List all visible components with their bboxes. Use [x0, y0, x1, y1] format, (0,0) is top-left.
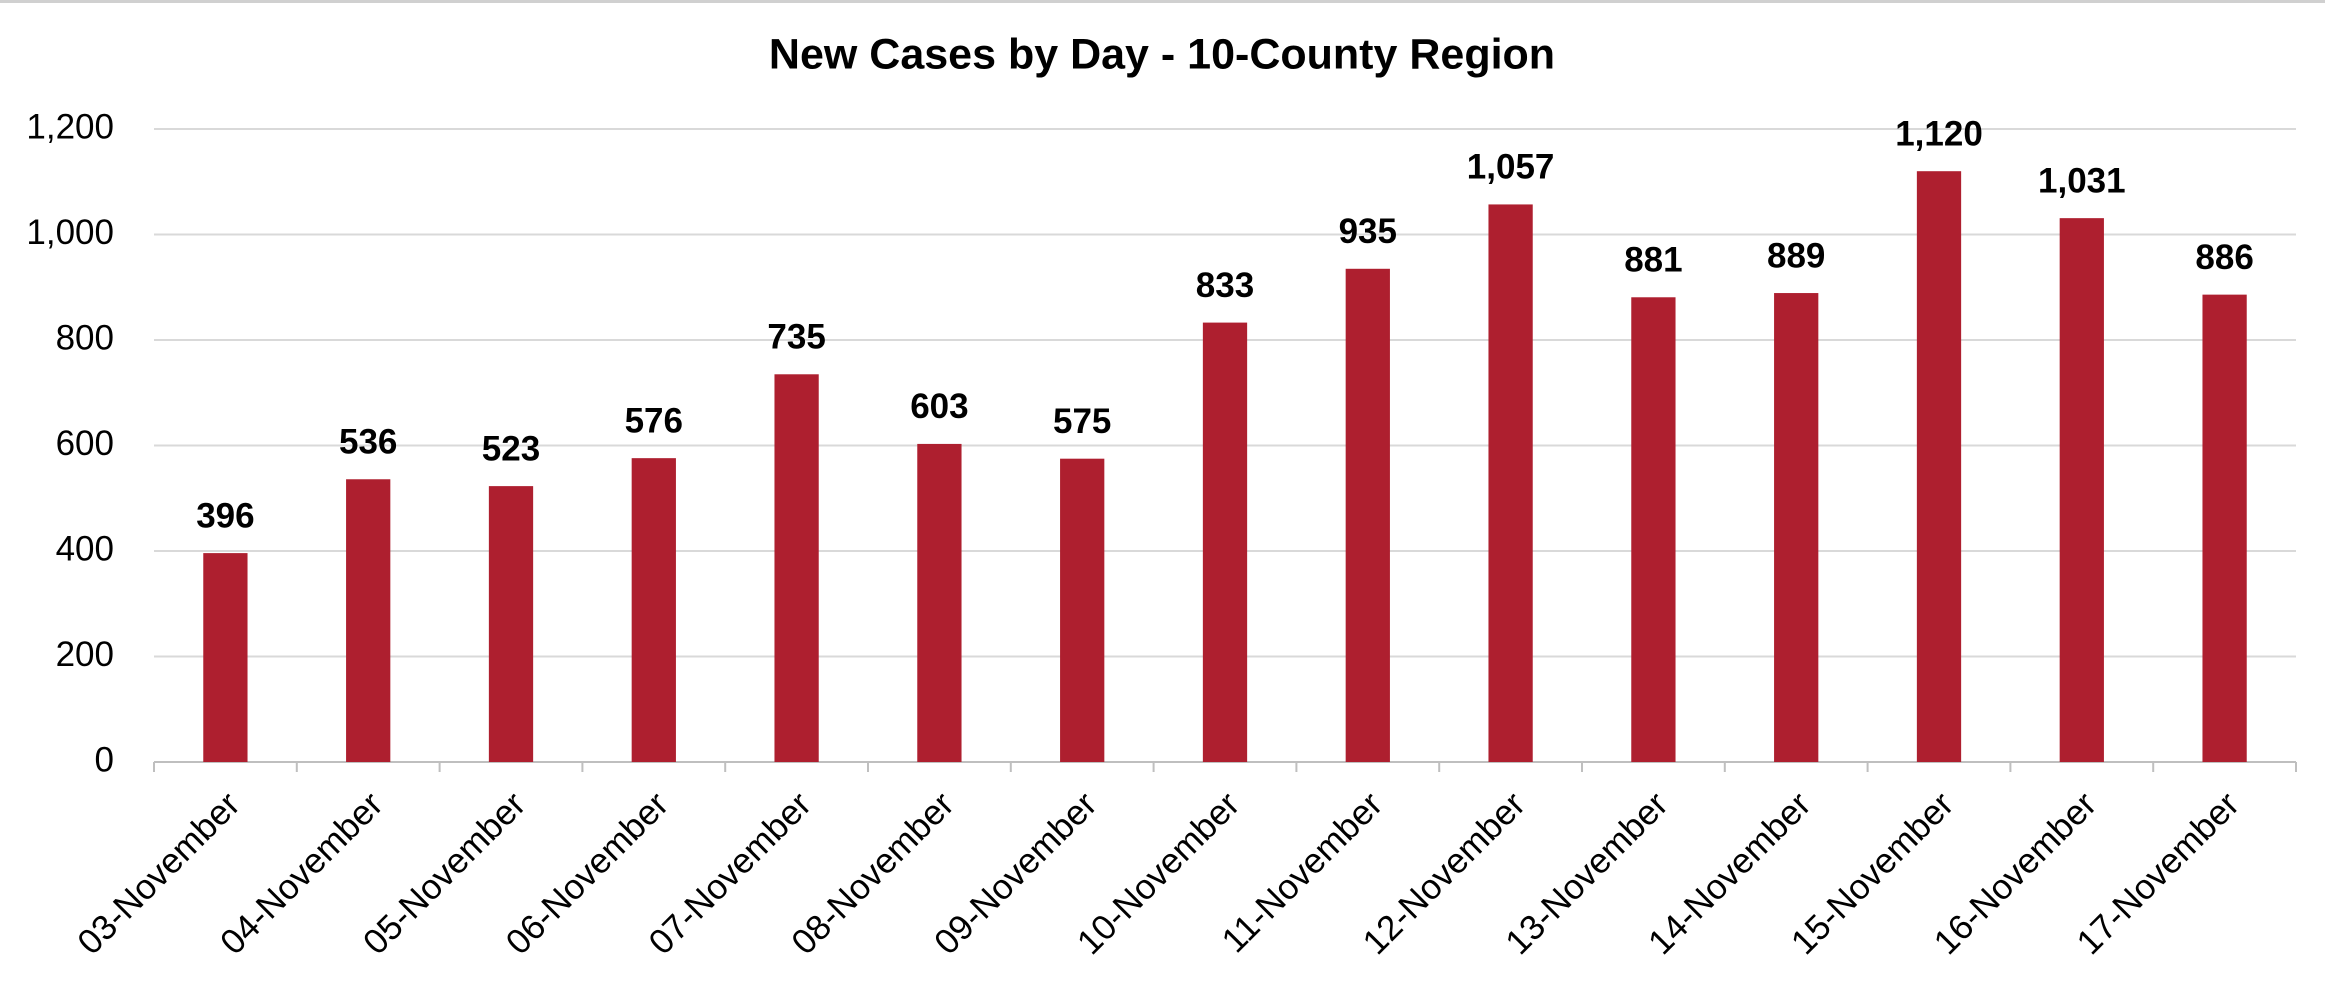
y-tick-label: 1,200 — [26, 107, 114, 146]
data-label: 523 — [482, 429, 540, 468]
data-label: 1,120 — [1895, 114, 1983, 153]
bar — [2059, 218, 2104, 762]
bar — [1202, 322, 1248, 762]
data-label: 881 — [1624, 241, 1682, 280]
chart-title: New Cases by Day - 10-County Region — [769, 30, 1555, 78]
bar — [1631, 297, 1676, 762]
y-tick-label: 200 — [56, 635, 114, 674]
data-label: 575 — [1053, 402, 1111, 441]
data-label: 889 — [1767, 236, 1825, 275]
bar — [2202, 294, 2247, 762]
data-label: 935 — [1339, 212, 1397, 251]
bar — [917, 443, 962, 762]
data-label: 396 — [196, 496, 254, 535]
y-tick-label: 600 — [56, 424, 114, 463]
bar — [1916, 171, 1962, 762]
data-label: 886 — [2195, 238, 2253, 277]
bar — [1345, 268, 1390, 762]
bar — [488, 486, 534, 762]
bar — [631, 458, 676, 762]
y-tick-label: 0 — [95, 740, 114, 779]
data-label: 1,031 — [2038, 161, 2126, 200]
bar — [346, 479, 391, 762]
bar — [203, 553, 248, 762]
data-label: 1,057 — [1467, 148, 1555, 187]
data-label: 833 — [1196, 266, 1254, 305]
bar — [1060, 458, 1105, 762]
y-tick-label: 1,000 — [26, 213, 114, 252]
data-label: 576 — [625, 401, 683, 440]
y-tick-label: 400 — [56, 529, 114, 568]
bar — [774, 374, 819, 762]
data-label: 536 — [339, 423, 397, 462]
data-label: 603 — [910, 387, 968, 426]
bar — [1488, 204, 1533, 762]
y-tick-label: 800 — [56, 318, 114, 357]
data-label: 735 — [767, 318, 825, 357]
bar — [1774, 293, 1819, 762]
